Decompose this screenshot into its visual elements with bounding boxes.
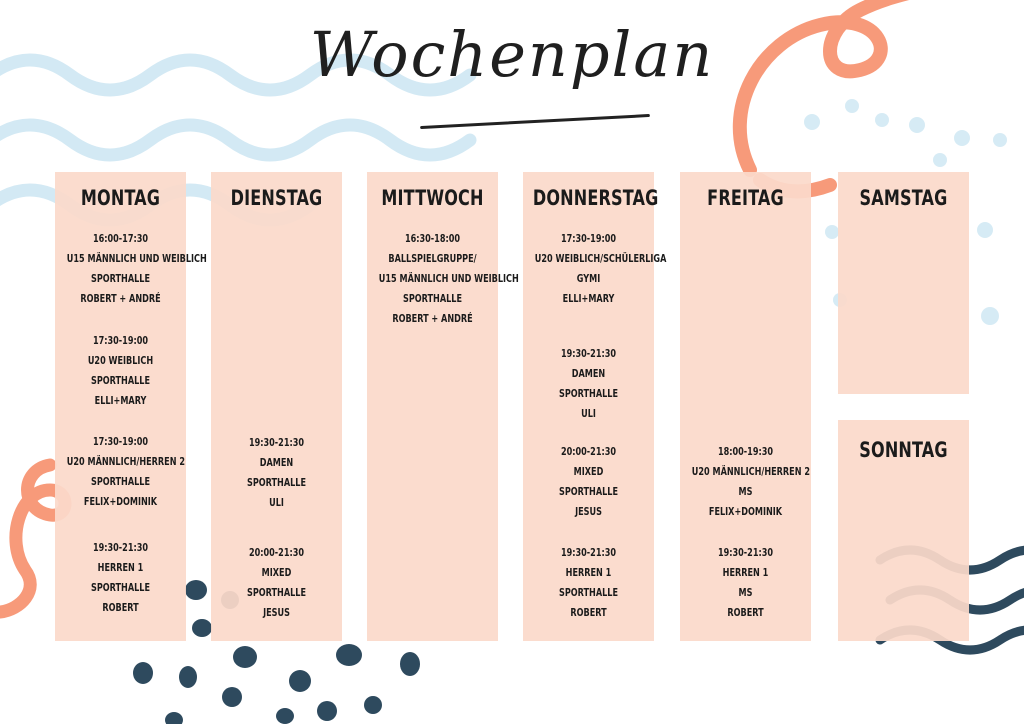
entry-group: U20 WEIBLICH — [87, 354, 154, 367]
entry-time: 18:00-19:30 — [717, 445, 774, 458]
day-heading: SAMSTAG — [859, 186, 948, 210]
entry-time: 17:30-19:00 — [92, 334, 149, 347]
schedule-entry: 19:30-21:30 DAMEN SPORTHALLE ULI — [523, 344, 654, 424]
day-heading: DIENSTAG — [230, 186, 323, 210]
day-heading: MONTAG — [80, 186, 161, 210]
entry-trainer: ROBERT — [102, 601, 139, 614]
entry-time: 19:30-21:30 — [92, 541, 149, 554]
schedule-entry: 19:30-21:30 DAMEN SPORTHALLE ULI — [211, 433, 342, 513]
entry-group: MIXED — [573, 465, 604, 478]
entry-location: MS — [738, 586, 753, 599]
day-column-samstag: SAMSTAG — [838, 172, 969, 394]
entry-time: 19:30-21:30 — [248, 436, 305, 449]
entry-trainer: ROBERT + ANDRÉ — [80, 292, 161, 305]
day-heading: MITTWOCH — [381, 186, 484, 210]
schedule-entry: 17:30-19:00 U20 WEIBLICH/SCHÜLERLIGA GYM… — [523, 229, 667, 309]
day-column-mittwoch: MITTWOCH 16:30-18:00 BALLSPIELGRUPPE/ U1… — [367, 172, 519, 641]
schedule-entry: 16:00-17:30 U15 MÄNNLICH UND WEIBLICH SP… — [55, 229, 207, 309]
entry-time: 17:30-19:00 — [92, 435, 149, 448]
entry-time: 16:00-17:30 — [92, 232, 149, 245]
entry-location: SPORTHALLE — [246, 586, 307, 599]
entry-group: DAMEN — [259, 456, 294, 469]
schedule-entry: 20:00-21:30 MIXED SPORTHALLE JESUS — [523, 442, 654, 522]
entry-trainer: ROBERT — [727, 606, 764, 619]
entry-trainer: ULI — [269, 496, 284, 509]
schedule-entry: 17:30-19:00 U20 MÄNNLICH/HERREN 2 SPORTH… — [55, 432, 186, 512]
entry-group: HERREN 1 — [97, 561, 144, 574]
entry-location: SPORTHALLE — [90, 272, 151, 285]
entry-time: 20:00-21:30 — [248, 546, 305, 559]
day-column-montag: MONTAG 16:00-17:30 U15 MÄNNLICH UND WEIB… — [55, 172, 207, 641]
entry-group: BALLSPIELGRUPPE/ — [388, 252, 477, 265]
entry-location: SPORTHALLE — [246, 476, 307, 489]
entry-trainer: ELLI+MARY — [562, 292, 615, 305]
entry-location: GYMI — [576, 272, 601, 285]
schedule-entry: 19:30-21:30 HERREN 1 MS ROBERT — [680, 543, 811, 623]
entry-group: HERREN 1 — [565, 566, 612, 579]
entry-group: U20 MÄNNLICH/HERREN 2 — [691, 465, 810, 478]
entry-time: 17:30-19:00 — [560, 232, 617, 245]
entry-time: 16:30-18:00 — [404, 232, 461, 245]
entry-trainer: FELIX+DOMINIK — [83, 495, 158, 508]
entry-time: 19:30-21:30 — [560, 347, 617, 360]
day-heading: FREITAG — [707, 186, 784, 210]
entry-group: U20 MÄNNLICH/HERREN 2 — [66, 455, 185, 468]
day-column-dienstag: DIENSTAG 19:30-21:30 DAMEN SPORTHALLE UL… — [211, 172, 342, 641]
entry-group: U15 MÄNNLICH UND WEIBLICH — [378, 272, 519, 285]
entry-location: SPORTHALLE — [90, 475, 151, 488]
entry-location: SPORTHALLE — [558, 387, 619, 400]
schedule-entry: 18:00-19:30 U20 MÄNNLICH/HERREN 2 MS FEL… — [680, 442, 811, 522]
schedule-entry: 20:00-21:30 MIXED SPORTHALLE JESUS — [211, 543, 342, 623]
entry-location: SPORTHALLE — [90, 374, 151, 387]
day-column-freitag: FREITAG 18:00-19:30 U20 MÄNNLICH/HERREN … — [680, 172, 811, 641]
entry-group: U15 MÄNNLICH UND WEIBLICH — [66, 252, 207, 265]
entry-location: SPORTHALLE — [90, 581, 151, 594]
entry-time: 19:30-21:30 — [560, 546, 617, 559]
entry-group: HERREN 1 — [722, 566, 769, 579]
entry-time: 20:00-21:30 — [560, 445, 617, 458]
entry-location: MS — [738, 485, 753, 498]
day-heading: SONNTAG — [859, 438, 948, 462]
day-heading: DONNERSTAG — [532, 186, 659, 210]
entry-time: 19:30-21:30 — [717, 546, 774, 559]
entry-group: U20 WEIBLICH/SCHÜLERLIGA — [534, 252, 667, 265]
entry-location: SPORTHALLE — [402, 292, 463, 305]
entry-group: MIXED — [261, 566, 292, 579]
entry-trainer: ROBERT — [570, 606, 607, 619]
entry-trainer: ULI — [581, 407, 596, 420]
entry-trainer: ROBERT + ANDRÉ — [392, 312, 473, 325]
entry-location: SPORTHALLE — [558, 485, 619, 498]
entry-trainer: FELIX+DOMINIK — [708, 505, 783, 518]
schedule-entry: 19:30-21:30 HERREN 1 SPORTHALLE ROBERT — [55, 538, 186, 618]
entry-group: DAMEN — [571, 367, 606, 380]
schedule-entry: 16:30-18:00 BALLSPIELGRUPPE/ U15 MÄNNLIC… — [367, 229, 519, 329]
entry-trainer: JESUS — [263, 606, 290, 619]
schedule-entry: 17:30-19:00 U20 WEIBLICH SPORTHALLE ELLI… — [55, 331, 186, 411]
entry-trainer: JESUS — [575, 505, 602, 518]
page-title: Wochenplan — [309, 18, 715, 91]
day-column-donnerstag: DONNERSTAG 17:30-19:00 U20 WEIBLICH/SCHÜ… — [523, 172, 667, 641]
schedule-entry: 19:30-21:30 HERREN 1 SPORTHALLE ROBERT — [523, 543, 654, 623]
day-column-sonntag: SONNTAG — [838, 420, 969, 641]
entry-trainer: ELLI+MARY — [94, 394, 147, 407]
entry-location: SPORTHALLE — [558, 586, 619, 599]
